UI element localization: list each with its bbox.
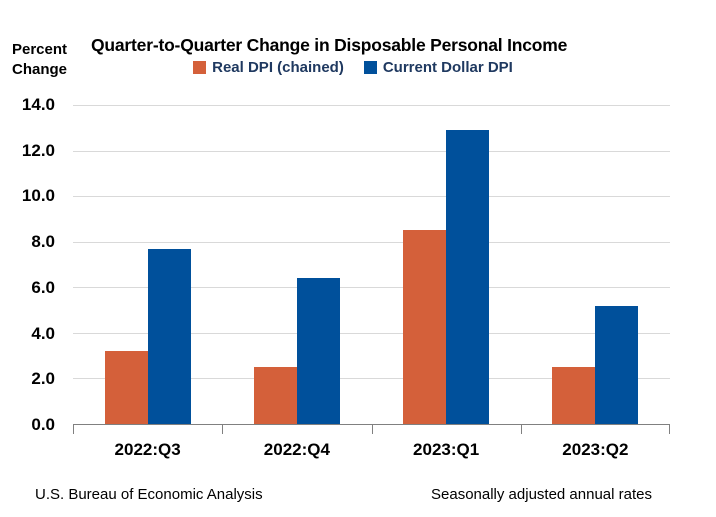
y-axis-tick-label: 12.0	[21, 140, 55, 160]
y-axis-title-line1: Percent	[12, 41, 68, 58]
y-axis-tick-label: 14.0	[21, 95, 55, 114]
bar-real-dpi-2022-q3	[104, 351, 148, 424]
bar-current-dollar-dpi-2023-q1	[446, 130, 490, 424]
gridline	[73, 150, 670, 152]
y-axis-title-line2: Change	[12, 61, 68, 78]
x-axis-label: 2023:Q2	[562, 440, 629, 459]
y-axis-tick-label: 6.0	[31, 277, 55, 297]
x-axis-tick	[520, 425, 522, 434]
legend-label-real-dpi: Real DPI (chained)	[212, 59, 344, 76]
x-axis-tick	[222, 425, 224, 434]
chart-title: Quarter-to-Quarter Change in Disposable …	[91, 35, 568, 55]
y-axis-tick-labels: 0.0 2.0 4.0 6.0 8.0 10.0 12.0 14.0	[0, 95, 55, 434]
plot-area	[73, 105, 670, 434]
legend-item-real-dpi: Real DPI (chained)	[193, 59, 344, 76]
x-axis-label: 2022:Q4	[263, 440, 330, 459]
bar-real-dpi-2023-q1	[403, 230, 447, 424]
legend-item-current-dollar-dpi: Current Dollar DPI	[363, 59, 513, 76]
legend-swatch-blue	[363, 61, 377, 74]
footer-rates-note: Seasonally adjusted annual rates	[431, 486, 652, 503]
gridline	[73, 196, 670, 198]
bar-group-2023-q1	[372, 105, 521, 424]
bar-current-dollar-dpi-2022-q3	[147, 248, 191, 424]
bar-group-2023-q2	[521, 105, 670, 424]
legend-swatch-orange	[193, 61, 207, 74]
y-axis-tick-label: 8.0	[31, 232, 55, 252]
gridline	[73, 105, 670, 106]
gridline	[73, 332, 670, 334]
x-axis-label: 2022:Q3	[114, 440, 181, 459]
bar-current-dollar-dpi-2023-q2	[595, 305, 639, 424]
y-axis-tick-label: 4.0	[31, 323, 55, 343]
bar-real-dpi-2022-q4	[253, 367, 297, 424]
legend: Real DPI (chained) Current Dollar DPI	[73, 59, 633, 76]
y-axis-tick-label: 0.0	[31, 415, 55, 434]
y-axis-title: Percent Change	[12, 40, 67, 80]
bar-group-2022-q3	[73, 105, 222, 424]
x-axis-tick	[669, 425, 670, 434]
gridline	[73, 287, 670, 289]
y-axis-tick-label: 10.0	[21, 186, 55, 206]
x-axis-labels: 2022:Q3 2022:Q4 2023:Q1 2023:Q2	[73, 440, 670, 464]
y-axis-tick-label: 2.0	[31, 369, 55, 389]
bar-group-2022-q4	[222, 105, 371, 424]
x-axis-tick	[73, 425, 74, 434]
x-axis-tick	[371, 425, 373, 434]
bar-real-dpi-2023-q2	[552, 367, 596, 424]
legend-label-current-dollar-dpi: Current Dollar DPI	[382, 59, 513, 76]
footer-source-note: U.S. Bureau of Economic Analysis	[35, 486, 263, 503]
gridline	[73, 241, 670, 243]
bar-current-dollar-dpi-2022-q4	[296, 278, 340, 424]
gridline	[73, 378, 670, 380]
x-axis-label: 2023:Q1	[413, 440, 480, 459]
